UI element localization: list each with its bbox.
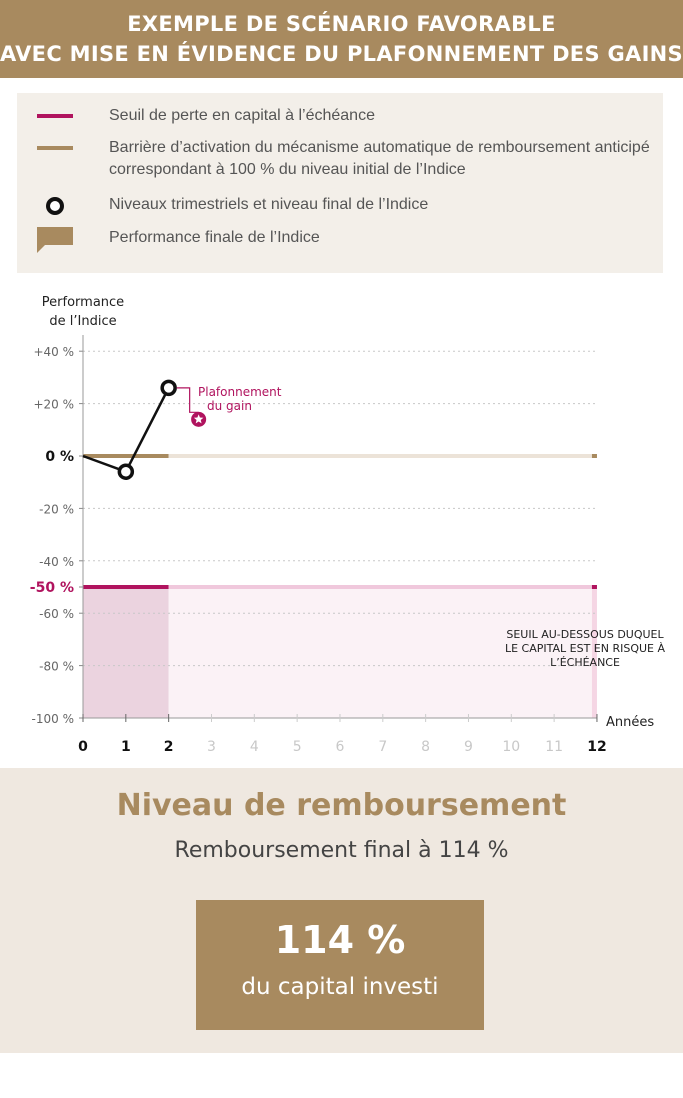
risk-zone-edge [591, 587, 597, 718]
risk-annotation-line2: LE CAPITAL EST EN RISQUE À [505, 642, 666, 655]
threshold-line-swatch [37, 114, 73, 118]
circle-marker-icon [46, 197, 64, 215]
x-tick-label: 10 [502, 739, 520, 755]
legend-text-barrier: Barrière d’activation du mécanisme autom… [109, 139, 650, 178]
y-tick-label: -80 % [39, 660, 74, 674]
y-tick-label: +40 % [33, 345, 74, 359]
y-tick-label: -50 % [30, 580, 74, 596]
repayment-box: 114 % du capital investi [196, 900, 484, 1030]
index-level-marker [160, 379, 177, 397]
x-tick-label: 12 [587, 739, 606, 755]
flag-icon [37, 227, 73, 253]
repayment-value: 114 % [274, 918, 406, 962]
legend: Seuil de perte en capital à l’échéance B… [17, 93, 663, 273]
cap-connector [176, 387, 199, 413]
x-tick-label: 4 [250, 739, 259, 755]
performance-chart: Performance de l’Indice +40 % +20 % 0 % -20… [30, 295, 666, 755]
star-icon [193, 414, 204, 424]
risk-annotation-line1: SEUIL AU-DESSOUS DUQUEL [506, 628, 664, 641]
cap-annotation-line2: du gain [207, 399, 252, 413]
x-tick-label: 1 [121, 739, 131, 755]
risk-zone-future [168, 587, 597, 718]
index-level-line [82, 387, 170, 474]
header-title-line2: AVEC MISE EN ÉVIDENCE DU PLAFONNEMENT DE… [0, 42, 683, 66]
x-tick-label: 0 [78, 739, 88, 755]
barrier-line-swatch [37, 146, 73, 150]
header-title-line1: EXEMPLE DE SCÉNARIO FAVORABLE [127, 12, 556, 36]
summary-subtitle: Remboursement final à 114 % [174, 838, 509, 863]
legend-text-levels: Niveaux trimestriels et niveau final de … [109, 196, 429, 213]
y-axis-label-line1: Performance [42, 295, 124, 310]
repayment-caption: du capital investi [241, 974, 439, 1000]
x-tick-label: 9 [464, 739, 473, 755]
risk-annotation-line3: L’ÉCHÉANCE [550, 656, 620, 669]
barrier-line-end [591, 454, 597, 458]
y-tick-label: -20 % [39, 502, 74, 516]
x-tick-label: 7 [378, 739, 387, 755]
x-tick-label: 11 [545, 739, 563, 755]
summary-panel: Niveau de remboursement Remboursement fi… [0, 768, 683, 1053]
y-tick-label: -100 % [32, 712, 74, 726]
x-tick-label: 6 [336, 739, 345, 755]
header-banner: EXEMPLE DE SCÉNARIO FAVORABLE AVEC MISE … [0, 0, 683, 78]
x-axis-label: Années [606, 715, 654, 730]
y-tick-label: +20 % [33, 398, 74, 412]
y-tick-label: -40 % [39, 555, 74, 569]
y-tick-label: 0 % [45, 449, 74, 465]
x-tick-label: 5 [293, 739, 302, 755]
x-tick-label: 2 [164, 739, 174, 755]
threshold-line-end [591, 585, 597, 589]
summary-title: Niveau de remboursement [116, 788, 567, 823]
index-level-marker [117, 463, 135, 480]
risk-zone-active [83, 587, 169, 718]
legend-text-threshold: Seuil de perte en capital à l’échéance [109, 107, 375, 124]
cap-annotation-line1: Plafonnement [198, 385, 282, 399]
legend-text-final-performance: Performance finale de l’Indice [109, 229, 320, 246]
x-tick-label: 8 [421, 739, 430, 755]
y-tick-label: -60 % [39, 607, 74, 621]
x-tick-label: 3 [207, 739, 216, 755]
y-axis-label-line2: de l’Indice [49, 314, 116, 329]
